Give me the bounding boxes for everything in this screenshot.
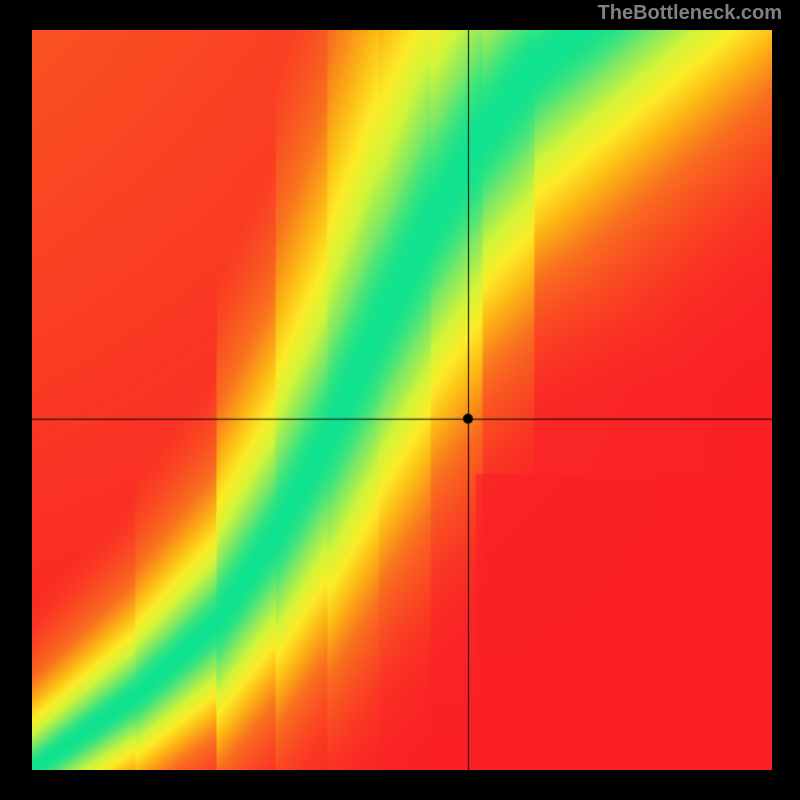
chart-container: TheBottleneck.com bbox=[0, 0, 800, 800]
attribution-text: TheBottleneck.com bbox=[598, 2, 782, 25]
heatmap-plot bbox=[32, 30, 772, 770]
heatmap-canvas bbox=[32, 30, 772, 770]
